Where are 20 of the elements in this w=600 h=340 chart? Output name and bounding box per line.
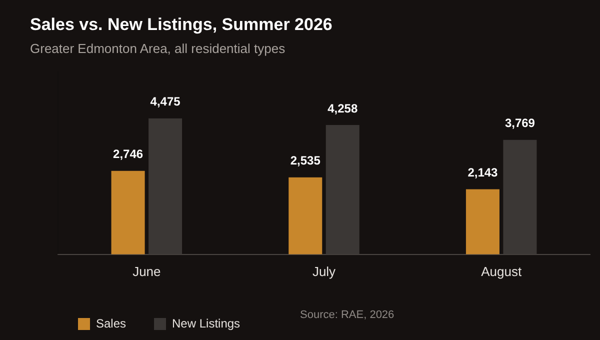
chart-subtitle: Greater Edmonton Area, all residential types (30, 41, 286, 56)
bar (288, 177, 322, 254)
bar (503, 140, 537, 254)
x-tick-label: August (481, 264, 522, 279)
data-label: 2,535 (290, 154, 321, 168)
data-label: 2,746 (113, 147, 144, 162)
bar (326, 124, 360, 254)
bar (148, 118, 182, 254)
chart-title: Sales vs. New Listings, Summer 2026 (30, 15, 332, 35)
source-note: Source: RAE, 2026 (300, 309, 394, 321)
legend-label: New Listings (172, 316, 240, 330)
data-label: 2,143 (468, 166, 498, 180)
data-label: 4,258 (328, 101, 358, 116)
legend-label: Sales (96, 316, 126, 330)
x-tick-label: June (132, 264, 161, 279)
bar (111, 170, 145, 254)
x-tick-label: July (312, 264, 336, 279)
data-label: 3,769 (504, 116, 536, 130)
bar (466, 189, 500, 254)
data-label: 4,475 (150, 94, 181, 109)
